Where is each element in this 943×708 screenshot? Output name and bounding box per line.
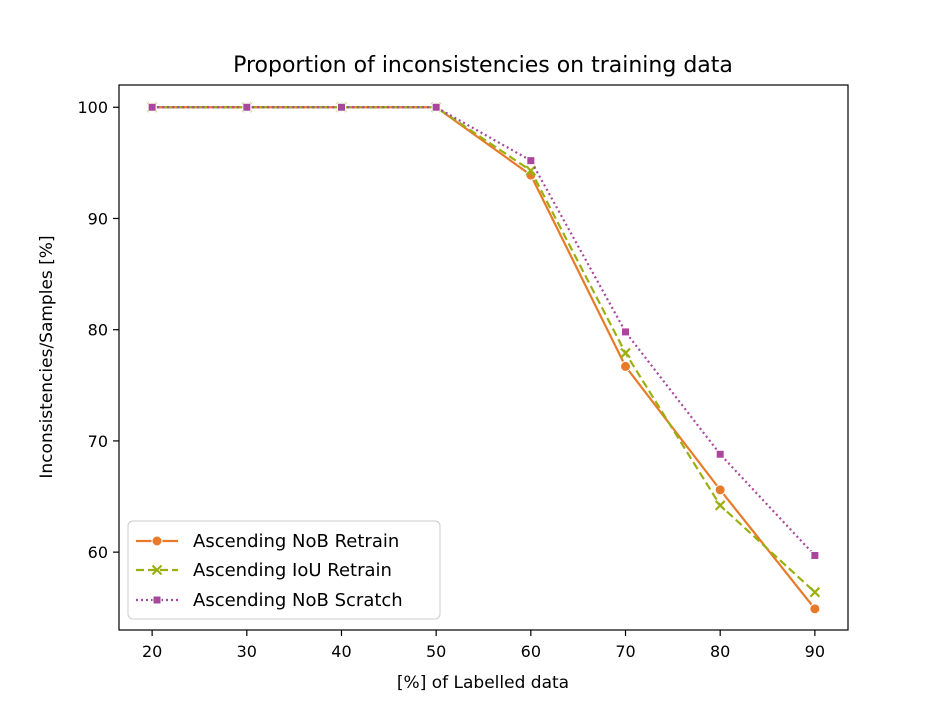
point-nob-scratch-70 [621, 327, 631, 337]
legend-label-iou-retrain: Ascending IoU Retrain [193, 560, 392, 581]
x-tick-label-70: 70 [615, 642, 635, 661]
legend-marker-shape-iou-retrain [151, 564, 163, 576]
x-tick-label-50: 50 [426, 642, 446, 661]
legend-item-iou-retrain: Ascending IoU Retrain [136, 560, 392, 581]
legend-marker-nob-scratch [152, 595, 162, 605]
point-iou-retrain-70 [620, 347, 631, 359]
point-nob-retrain-80 [714, 484, 726, 496]
legend-item-nob-scratch: Ascending NoB Scratch [136, 590, 403, 611]
legend-label-nob-scratch: Ascending NoB Scratch [193, 590, 403, 611]
point-nob-scratch-90 [810, 550, 820, 560]
series-nob-scratch [147, 102, 820, 560]
x-tick-label-30: 30 [237, 642, 257, 661]
point-nob-scratch-40 [336, 102, 346, 112]
legend: Ascending NoB Retrain Ascending IoU Retr… [127, 520, 441, 620]
point-nob-scratch-30 [242, 102, 252, 112]
point-nob-retrain-90 [809, 603, 821, 615]
legend-marker-iou-retrain [151, 564, 163, 576]
point-nob-scratch-80 [715, 449, 725, 459]
point-iou-retrain-80 [714, 500, 726, 511]
series-line-nob-scratch [152, 106, 816, 557]
legend-marker-nob-retrain [151, 535, 163, 547]
x-axis-label: [%] of Labelled data [397, 673, 569, 693]
x-tick-label-90: 90 [805, 642, 825, 661]
legend-label-nob-retrain: Ascending NoB Retrain [193, 531, 399, 552]
point-nob-scratch-20 [147, 102, 157, 112]
y-axis-label: Inconsistencies/Samples [%] [37, 235, 57, 478]
legend-marker-shape-iou-retrain-stroke-b [151, 564, 163, 576]
legend-marker-shape-nob-retrain [151, 535, 163, 547]
legend-marker-shape-nob-scratch [152, 595, 162, 605]
plot-area-frame [118, 84, 849, 631]
x-tick-label-80: 80 [710, 642, 730, 661]
point-iou-retrain-70-stroke-b [620, 347, 631, 359]
y-tick-label-60: 60 [88, 543, 108, 562]
chart-title: Proportion of inconsistencies on trainin… [233, 53, 733, 78]
point-nob-retrain-70 [620, 360, 632, 372]
series-layer [146, 101, 821, 615]
point-iou-retrain-90-stroke-b [809, 586, 821, 598]
point-iou-retrain-90 [809, 586, 821, 598]
x-tick-label-60: 60 [521, 642, 541, 661]
y-axis-ticks: 60 70 80 90 100 [77, 98, 119, 562]
legend-frame [127, 520, 441, 620]
y-tick-label-70: 70 [88, 432, 108, 451]
x-tick-label-40: 40 [331, 642, 351, 661]
point-iou-retrain-80-stroke-b [714, 500, 726, 511]
legend-item-nob-retrain: Ascending NoB Retrain [136, 531, 399, 552]
point-nob-scratch-60 [526, 156, 536, 166]
y-tick-label-90: 90 [88, 209, 108, 228]
y-tick-label-80: 80 [88, 321, 108, 340]
point-nob-scratch-50 [431, 102, 441, 112]
x-axis-ticks: 20 30 40 50 60 70 80 90 [142, 630, 825, 661]
y-tick-label-100: 100 [77, 98, 108, 117]
x-tick-label-20: 20 [142, 642, 162, 661]
